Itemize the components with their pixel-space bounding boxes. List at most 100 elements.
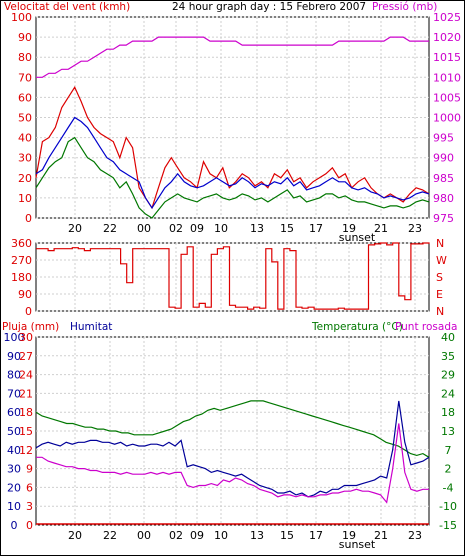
- direction-tick-label: 360: [11, 237, 32, 250]
- left-tick-label: 30: [18, 152, 32, 165]
- rain-tick-label: 24: [19, 369, 33, 382]
- compass-tick-label: S: [436, 271, 443, 284]
- humidity-tick-label: 80: [7, 369, 21, 382]
- right-tick-label: 980: [433, 192, 454, 205]
- temperature-tick-label: 40: [441, 331, 455, 344]
- compass-tick-label: E: [436, 288, 443, 301]
- left-tick-label: 50: [18, 112, 32, 125]
- x-tick-label: 23: [408, 529, 422, 542]
- rain-tick-label: 21: [19, 387, 33, 400]
- rain-tick-label: 9: [26, 463, 33, 476]
- rain-tick-label: 12: [19, 444, 33, 457]
- temperature-tick-label: -4: [443, 481, 454, 494]
- humidity-tick-label: 60: [7, 406, 21, 419]
- rain-tick-label: 27: [19, 350, 33, 363]
- series-line-bottom-2: [36, 423, 429, 504]
- humidity-label: Humitat: [70, 321, 112, 333]
- rain-tick-label: 0: [26, 519, 33, 532]
- series-line-top-2: [35, 136, 430, 219]
- x-tick-label: 02: [169, 529, 183, 542]
- temperature-tick-label: -15: [439, 519, 457, 532]
- temperature-tick-label: 7: [445, 444, 452, 457]
- left-tick-label: 100: [11, 11, 32, 24]
- top-panel: 0102030405060708090100975980985990995100…: [11, 11, 461, 244]
- x-tick-label: 09: [190, 529, 204, 542]
- temperature-tick-label: 29: [441, 369, 455, 382]
- right-tick-label: 1010: [433, 71, 461, 84]
- right-tick-label: 1000: [433, 112, 461, 125]
- humidity-tick-label: 50: [7, 425, 21, 438]
- x-tick-label: 19: [342, 529, 356, 542]
- right-tick-label: 1025: [433, 11, 461, 24]
- x-tick-label: 13: [250, 529, 264, 542]
- series-line-bottom-1: [35, 400, 430, 498]
- rain-tick-label: 30: [19, 331, 33, 344]
- sunset-label: sunset: [339, 231, 376, 244]
- x-tick-label: 15: [280, 529, 294, 542]
- wind-speed-label: Velocitat del vent (kmh): [4, 1, 130, 13]
- temperature-tick-label: 13: [441, 425, 455, 438]
- direction-line: [36, 242, 430, 310]
- humidity-tick-label: 100: [4, 331, 25, 344]
- x-tick-label: 21: [374, 529, 388, 542]
- right-tick-label: 1015: [433, 51, 461, 64]
- humidity-tick-label: 10: [7, 500, 21, 513]
- compass-tick-label: N: [436, 305, 444, 318]
- x-tick-label: 00: [137, 222, 151, 235]
- direction-tick-label: 90: [18, 288, 32, 301]
- left-tick-label: 10: [18, 192, 32, 205]
- x-tick-label: 21: [374, 222, 388, 235]
- temperature-tick-label: 35: [441, 350, 455, 363]
- left-tick-label: 40: [18, 132, 32, 145]
- x-tick-label: 10: [214, 222, 228, 235]
- x-tick-label: 02: [169, 222, 183, 235]
- humidity-tick-label: 70: [7, 387, 21, 400]
- x-tick-label: 00: [137, 529, 151, 542]
- x-tick-label: 13: [250, 222, 264, 235]
- right-tick-label: 990: [433, 152, 454, 165]
- bottom-panel: 0102030405060708090100036912151821242730…: [4, 331, 457, 551]
- left-tick-label: 90: [18, 31, 32, 44]
- dewpoint-label: Punt rosada: [395, 321, 457, 333]
- rain-tick-label: 18: [19, 406, 33, 419]
- x-tick-label: 15: [280, 222, 294, 235]
- rain-label: Pluja (mm): [2, 321, 59, 333]
- compass-tick-label: N: [436, 237, 444, 250]
- x-tick-label: 19: [342, 222, 356, 235]
- right-tick-label: 1005: [433, 91, 461, 104]
- rain-tick-label: 6: [26, 481, 33, 494]
- x-tick-label: 10: [214, 529, 228, 542]
- temperature-label: Temperatura (°C): [311, 321, 403, 333]
- series-line-bottom-0: [35, 400, 430, 458]
- humidity-tick-label: 0: [11, 519, 18, 532]
- direction-tick-label: 0: [25, 305, 32, 318]
- temperature-tick-label: 18: [441, 406, 455, 419]
- left-tick-label: 60: [18, 91, 32, 104]
- left-tick-label: 20: [18, 172, 32, 185]
- x-tick-label: 23: [408, 222, 422, 235]
- left-tick-label: 80: [18, 51, 32, 64]
- chart-title: 24 hour graph day : 15 Febrero 2007: [172, 1, 366, 13]
- x-tick-label: 22: [103, 529, 117, 542]
- x-tick-label: 17: [309, 529, 323, 542]
- left-tick-label: 70: [18, 71, 32, 84]
- x-tick-label: 20: [68, 529, 82, 542]
- right-tick-label: 985: [433, 172, 454, 185]
- left-tick-label: 0: [25, 212, 32, 225]
- humidity-tick-label: 40: [7, 444, 21, 457]
- series-line-top-1: [35, 116, 430, 210]
- x-tick-label: 20: [68, 222, 82, 235]
- direction-tick-label: 180: [11, 271, 32, 284]
- series-line-top-3: [36, 36, 429, 78]
- temperature-tick-label: -10: [439, 500, 457, 513]
- compass-tick-label: W: [436, 254, 447, 267]
- x-tick-label: 09: [190, 222, 204, 235]
- temperature-tick-label: 2: [445, 463, 452, 476]
- pressure-label: Pressió (mb): [372, 1, 437, 13]
- sunset-label: sunset: [339, 538, 376, 551]
- temperature-tick-label: 24: [441, 387, 455, 400]
- direction-tick-label: 270: [11, 254, 32, 267]
